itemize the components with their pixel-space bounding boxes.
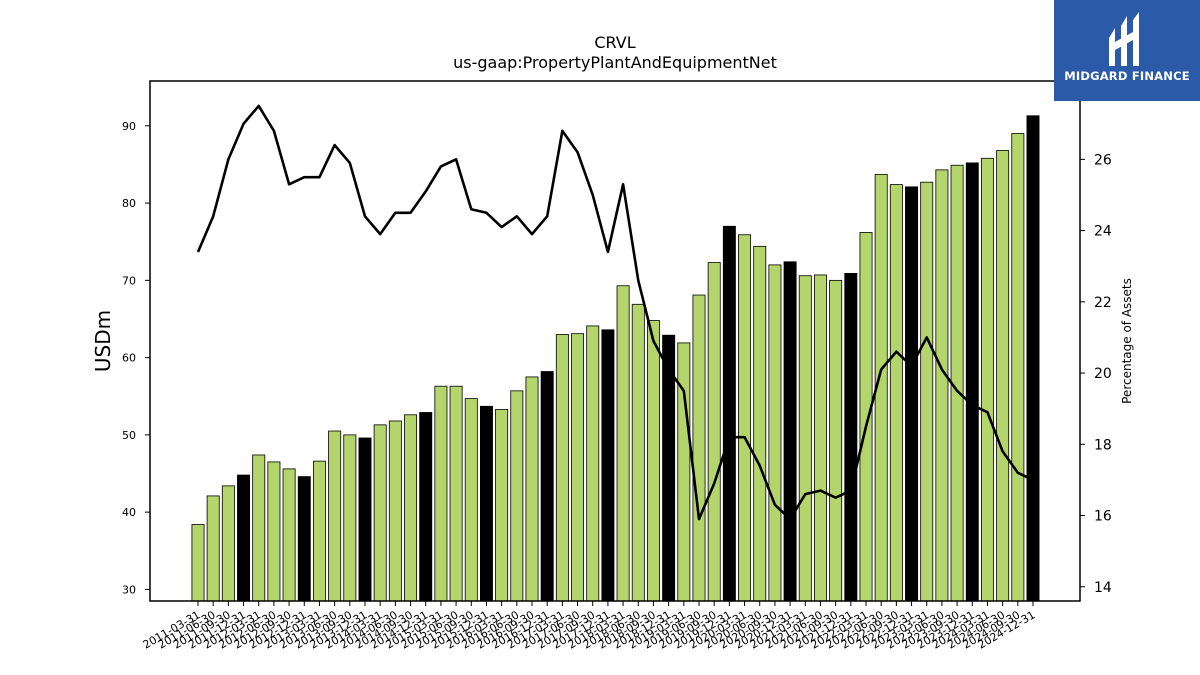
y-tick-label: 90 [122, 120, 136, 133]
logo-mark-icon [1109, 12, 1139, 66]
line-series [196, 104, 1034, 521]
plot-frame [149, 80, 1081, 602]
y-tick-label: 40 [122, 506, 136, 519]
percentage-line [196, 104, 1034, 521]
bar [829, 279, 843, 602]
y-tick-label: 70 [122, 274, 136, 287]
left-axis: 30 40 50 60 70 80 90 [122, 120, 150, 596]
bar [555, 334, 569, 602]
y2-tick-label: 26 [1094, 152, 1112, 168]
bar [798, 275, 812, 602]
y2-tick-label: 14 [1094, 580, 1112, 596]
bar [297, 476, 311, 602]
bar [859, 232, 873, 602]
y-tick-label: 30 [122, 583, 136, 596]
bar [237, 474, 251, 602]
bar [267, 461, 281, 602]
bar [813, 274, 827, 602]
bar [449, 385, 463, 602]
midgard-finance-logo: MIDGARD FINANCE [1054, 0, 1200, 101]
bar [525, 376, 539, 602]
bar [738, 234, 752, 602]
bar [282, 468, 296, 602]
bar [510, 390, 524, 602]
bar [631, 303, 645, 602]
bar [844, 272, 858, 602]
bar [1026, 115, 1040, 602]
right-axis: 14 16 18 20 22 24 26 [1080, 152, 1112, 596]
bar [722, 225, 736, 602]
y-tick-label: 50 [122, 429, 136, 442]
bar [373, 424, 387, 602]
y-tick-label: 80 [122, 197, 136, 210]
bar [404, 414, 418, 602]
bar [965, 162, 979, 602]
bar [252, 454, 266, 602]
bar [601, 329, 615, 602]
y2-tick-label: 22 [1094, 295, 1112, 311]
bar [768, 264, 782, 602]
chart-subtitle: us-gaap:PropertyPlantAndEquipmentNet [453, 53, 777, 72]
bar [479, 405, 493, 602]
bar [616, 285, 630, 602]
bar [1011, 133, 1025, 602]
bar [312, 460, 326, 602]
bar [889, 184, 903, 602]
bar [996, 150, 1010, 602]
bar [540, 371, 554, 602]
bar [920, 181, 934, 602]
bar [935, 169, 949, 602]
bar [495, 408, 509, 602]
bar [586, 325, 600, 602]
bar [328, 430, 342, 602]
bar [783, 261, 797, 602]
y-tick-label: 60 [122, 352, 136, 365]
bar [646, 320, 660, 602]
bar [343, 434, 357, 602]
y-axis-label: USDm [91, 310, 115, 372]
bar [905, 186, 919, 602]
bar [753, 245, 767, 602]
bar [434, 385, 448, 602]
y2-tick-label: 20 [1094, 366, 1112, 382]
bar [221, 485, 235, 602]
bar [692, 294, 706, 602]
bar [388, 420, 402, 602]
bar [571, 333, 585, 602]
bar-series [191, 115, 1040, 602]
bar [206, 495, 220, 602]
bar [677, 342, 691, 602]
bar [191, 524, 205, 602]
y2-axis-label: Percentage of Assets [1120, 278, 1134, 404]
y2-tick-label: 16 [1094, 509, 1112, 525]
x-axis: 2011-03-312011-06-302011-09-302011-12-31… [141, 601, 1038, 652]
bar [707, 262, 721, 602]
y2-tick-label: 24 [1094, 224, 1112, 240]
y2-tick-label: 18 [1094, 437, 1112, 453]
chart-title: CRVL [594, 33, 635, 52]
bar [358, 437, 372, 602]
bar [464, 398, 478, 602]
bar [980, 157, 994, 602]
bar [419, 412, 433, 602]
logo-text: MIDGARD FINANCE [1064, 69, 1190, 83]
